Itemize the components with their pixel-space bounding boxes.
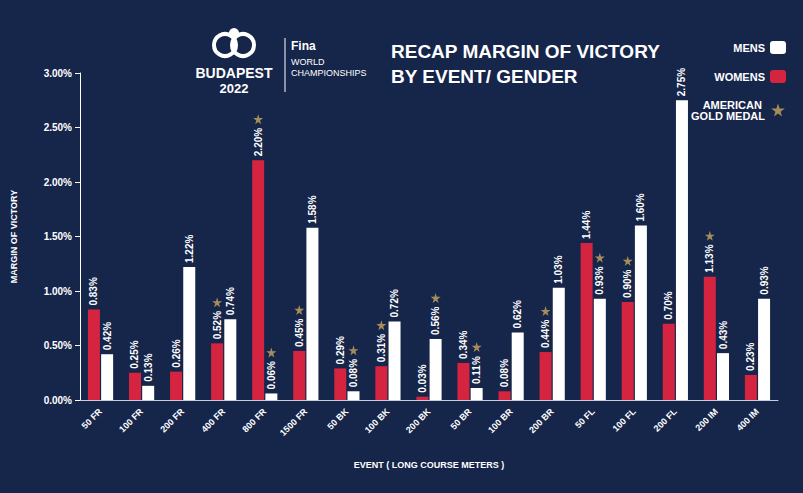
svg-text:0.08%: 0.08% [348, 359, 359, 387]
svg-text:3.00%: 3.00% [44, 68, 72, 79]
svg-text:BY EVENT/ GENDER: BY EVENT/ GENDER [391, 66, 578, 87]
svg-text:1.58%: 1.58% [307, 195, 318, 223]
svg-text:2022: 2022 [220, 81, 249, 96]
svg-text:100 BR: 100 BR [486, 406, 515, 435]
svg-text:1.03%: 1.03% [553, 255, 564, 283]
svg-text:800 FR: 800 FR [240, 406, 268, 434]
svg-text:200 BR: 200 BR [527, 406, 556, 435]
svg-text:0.70%: 0.70% [663, 291, 674, 319]
svg-text:0.90%: 0.90% [622, 269, 633, 297]
svg-text:0.45%: 0.45% [294, 318, 305, 346]
svg-text:RECAP MARGIN OF VICTORY: RECAP MARGIN OF VICTORY [391, 41, 660, 62]
svg-text:100 FR: 100 FR [117, 406, 145, 434]
svg-text:1.00%: 1.00% [44, 286, 72, 297]
svg-text:WORLD: WORLD [291, 57, 325, 67]
svg-text:0.00%: 0.00% [44, 395, 72, 406]
svg-text:0.11%: 0.11% [471, 356, 482, 384]
svg-text:0.08%: 0.08% [499, 359, 510, 387]
svg-text:1.13%: 1.13% [704, 244, 715, 272]
svg-text:50 BR: 50 BR [449, 406, 474, 431]
svg-text:AMERICAN: AMERICAN [702, 98, 765, 111]
svg-text:0.26%: 0.26% [171, 339, 182, 367]
svg-text:200 FL: 200 FL [652, 406, 680, 434]
svg-text:200 FR: 200 FR [158, 406, 186, 434]
svg-text:0.93%: 0.93% [594, 266, 605, 294]
svg-text:MENS: MENS [733, 42, 765, 54]
svg-text:0.44%: 0.44% [540, 320, 551, 348]
svg-text:1.50%: 1.50% [44, 231, 72, 242]
svg-text:0.29%: 0.29% [335, 336, 346, 364]
svg-text:0.93%: 0.93% [759, 266, 770, 294]
svg-text:0.34%: 0.34% [458, 330, 469, 358]
svg-text:EVENT ( LONG COURSE METERS ): EVENT ( LONG COURSE METERS ) [354, 460, 505, 470]
svg-text:0.03%: 0.03% [417, 364, 428, 392]
svg-text:0.25%: 0.25% [129, 340, 140, 368]
svg-text:1500 FR: 1500 FR [278, 406, 310, 438]
svg-text:400 IM: 400 IM [735, 406, 761, 432]
svg-text:100 BK: 100 BK [363, 406, 392, 435]
svg-text:0.13%: 0.13% [143, 353, 154, 381]
svg-text:0.31%: 0.31% [376, 334, 387, 362]
svg-text:0.83%: 0.83% [88, 277, 99, 305]
svg-text:1.44%: 1.44% [581, 211, 592, 239]
svg-text:WOMENS: WOMENS [714, 71, 765, 83]
svg-text:0.43%: 0.43% [718, 321, 729, 349]
svg-text:0.56%: 0.56% [430, 306, 441, 334]
svg-text:2.20%: 2.20% [253, 128, 264, 156]
svg-text:0.74%: 0.74% [225, 287, 236, 315]
svg-text:200 BK: 200 BK [404, 406, 433, 435]
svg-text:400 FR: 400 FR [199, 406, 227, 434]
svg-text:0.50%: 0.50% [44, 340, 72, 351]
svg-text:BUDAPEST: BUDAPEST [195, 65, 272, 81]
svg-text:1.22%: 1.22% [184, 235, 195, 263]
svg-text:0.06%: 0.06% [266, 361, 277, 389]
svg-text:0.52%: 0.52% [212, 311, 223, 339]
svg-text:2.00%: 2.00% [44, 177, 72, 188]
svg-text:2.50%: 2.50% [44, 122, 72, 133]
svg-text:50 FL: 50 FL [573, 406, 597, 430]
svg-text:MARGIN OF VICTORY: MARGIN OF VICTORY [9, 190, 19, 284]
svg-text:100 FL: 100 FL [611, 406, 639, 434]
svg-text:200 IM: 200 IM [693, 406, 719, 432]
svg-text:0.42%: 0.42% [102, 322, 113, 350]
svg-text:50 BK: 50 BK [325, 406, 350, 431]
svg-text:GOLD MEDAL: GOLD MEDAL [691, 110, 765, 122]
svg-text:0.72%: 0.72% [389, 289, 400, 317]
svg-text:50 FR: 50 FR [80, 406, 105, 431]
svg-text:Fina: Fina [291, 39, 316, 53]
svg-text:0.23%: 0.23% [745, 342, 756, 370]
svg-text:2.75%: 2.75% [676, 68, 687, 96]
svg-text:CHAMPIONSHIPS: CHAMPIONSHIPS [291, 68, 367, 78]
svg-text:0.62%: 0.62% [512, 300, 523, 328]
svg-text:1.60%: 1.60% [635, 193, 646, 221]
